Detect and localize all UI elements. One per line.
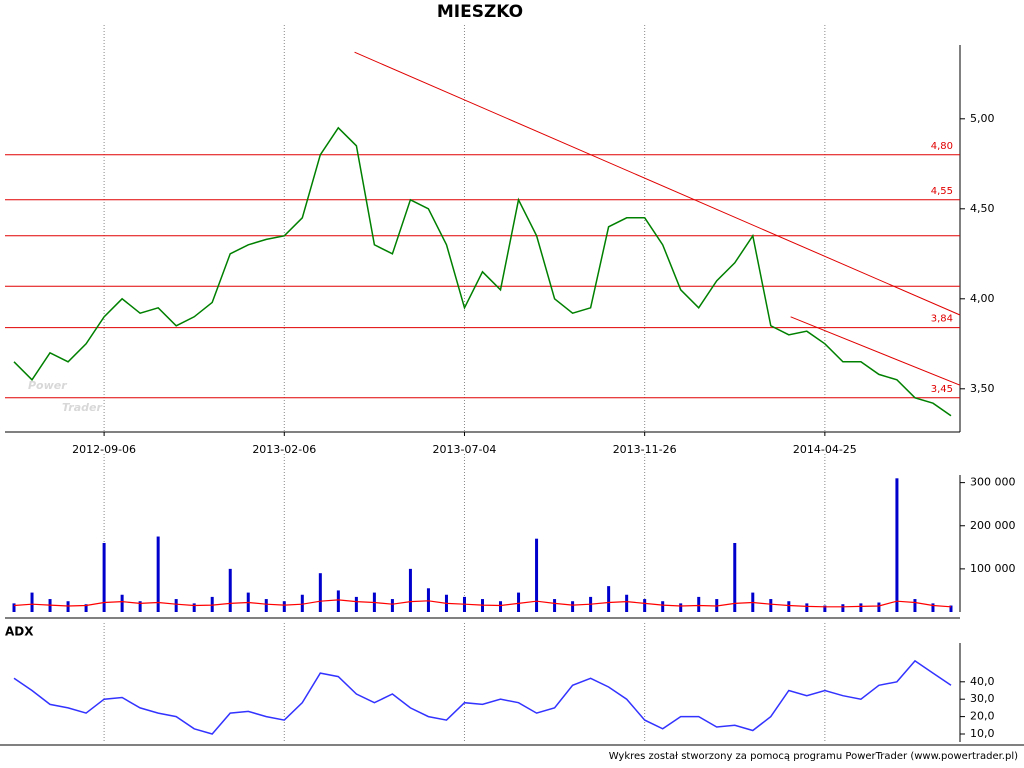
level-label: 4,55 [931, 186, 953, 197]
y-tick-label: 4,00 [970, 292, 995, 305]
x-tick-label: 2013-11-26 [613, 443, 677, 456]
y-tick-label: 300 000 [970, 476, 1016, 489]
bar [499, 601, 503, 612]
y-tick-label: 10,0 [970, 727, 995, 740]
y-tick-label: 30,0 [970, 692, 995, 705]
chart-title: MIESZKO [437, 2, 523, 22]
bar [426, 588, 430, 612]
bar [895, 478, 899, 612]
x-tick-label: 2012-09-06 [72, 443, 136, 456]
bar [354, 596, 358, 612]
bar [697, 596, 701, 612]
footer: Wykres został stworzony za pomocą progra… [609, 751, 1018, 762]
bar [823, 605, 827, 612]
average-line [13, 599, 952, 608]
bar [625, 594, 629, 612]
level-label: 4,80 [931, 141, 953, 152]
bar [156, 536, 160, 612]
y-tick-label: 20,0 [970, 710, 995, 723]
bar [66, 601, 70, 612]
bar [300, 594, 304, 612]
x-tick-label: 2013-07-04 [433, 443, 497, 456]
bar [84, 604, 88, 612]
bar [643, 599, 647, 612]
bar [877, 602, 881, 612]
y-tick-label: 100 000 [970, 562, 1016, 575]
bar [769, 599, 773, 612]
bar [174, 599, 178, 612]
bar [859, 603, 863, 612]
panel-title: ADX [5, 625, 34, 639]
bar [408, 568, 412, 612]
bar [390, 599, 394, 612]
bar [102, 543, 106, 612]
trend-line [354, 51, 961, 316]
y-tick-label: 40,0 [970, 675, 995, 688]
bar [210, 596, 214, 612]
bar [607, 586, 611, 612]
bar [12, 603, 16, 612]
trend-line [790, 316, 961, 386]
x-tick-label: 2014-04-25 [793, 443, 857, 456]
bar [733, 543, 737, 612]
bar [661, 601, 665, 612]
bar [517, 592, 521, 612]
bar [318, 573, 322, 612]
bar [571, 601, 575, 612]
bar [841, 604, 845, 612]
watermark: Power [28, 379, 67, 392]
bar [282, 601, 286, 612]
bar [120, 594, 124, 612]
bar [931, 603, 935, 612]
bar [805, 603, 809, 612]
bar [264, 599, 268, 612]
bar [679, 603, 683, 612]
x-tick-label: 2013-02-06 [252, 443, 316, 456]
bar [913, 599, 917, 612]
bar [228, 568, 232, 612]
y-tick-label: 5,00 [970, 112, 995, 125]
bar [192, 603, 196, 612]
price-line [13, 659, 952, 735]
bar [949, 605, 953, 612]
price-line [13, 126, 952, 417]
bar [138, 601, 142, 612]
bar [787, 601, 791, 612]
bar [30, 592, 34, 612]
y-tick-label: 3,50 [970, 382, 995, 395]
y-tick-label: 200 000 [970, 519, 1016, 532]
bar [535, 538, 539, 612]
level-label: 3,84 [931, 314, 953, 325]
level-label: 3,45 [931, 384, 953, 395]
bar [553, 599, 557, 612]
bar [336, 590, 340, 612]
y-tick-label: 4,50 [970, 202, 995, 215]
watermark: Trader [62, 401, 102, 414]
